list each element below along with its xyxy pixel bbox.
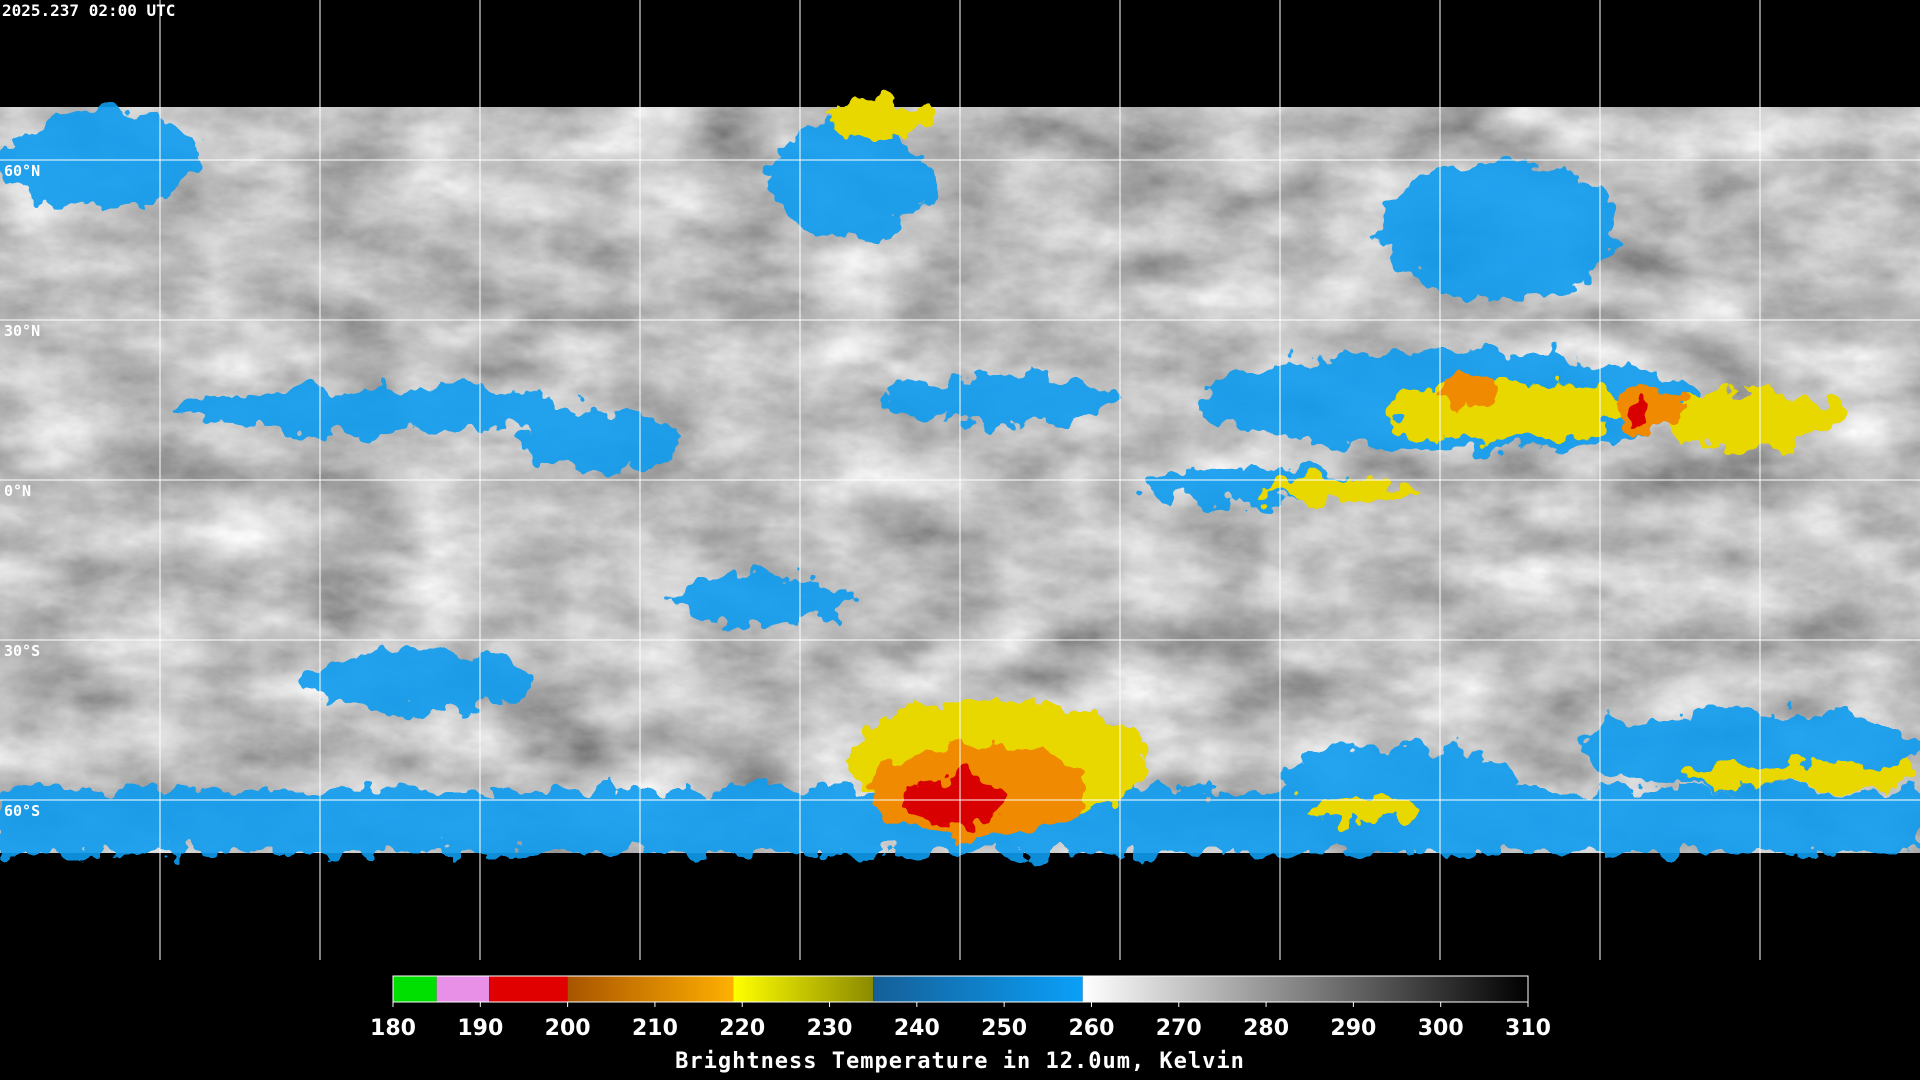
colorbar-frame	[392, 975, 1529, 1003]
colorbar-tick-label: 220	[719, 1016, 765, 1041]
latitude-label: 30°S	[4, 642, 40, 660]
colorbar-tick-label: 300	[1418, 1016, 1464, 1041]
colorbar-segment	[873, 976, 1083, 1002]
colorbar-segment	[489, 976, 568, 1002]
colorbar-tick-label: 270	[1156, 1016, 1202, 1041]
colorbar-tick-label: 190	[457, 1016, 503, 1041]
colorbar-segment	[1082, 976, 1528, 1002]
colorbar-title: Brightness Temperature in 12.0um, Kelvin	[675, 1049, 1245, 1074]
colorbar-segment	[436, 976, 490, 1002]
colorbar-tick-label: 250	[981, 1016, 1027, 1041]
latitude-label: 30°N	[4, 322, 40, 340]
cold-cloud-tops	[0, 100, 1920, 853]
colorbar-tick-label: 240	[894, 1016, 940, 1041]
latitude-label: 0°N	[4, 482, 31, 500]
colorbar-segment	[393, 976, 437, 1002]
colorbar-tick-label: 280	[1243, 1016, 1289, 1041]
colorbar-segment	[733, 976, 874, 1002]
colorbar-tick-label: 200	[545, 1016, 591, 1041]
timestamp: 2025.237 02:00 UTC	[2, 1, 175, 20]
colorbar-tick-label: 290	[1330, 1016, 1376, 1041]
colorbar-tick-label: 180	[370, 1016, 416, 1041]
colorbar-tick-label: 260	[1068, 1016, 1114, 1041]
latitude-label: 60°N	[4, 162, 40, 180]
colorbar-segment	[567, 976, 734, 1002]
latitude-label: 60°S	[4, 802, 40, 820]
colorbar-tick-label: 230	[807, 1016, 853, 1041]
colorbar-tick-label: 210	[632, 1016, 678, 1041]
colorbar-tick-label: 310	[1505, 1016, 1551, 1041]
